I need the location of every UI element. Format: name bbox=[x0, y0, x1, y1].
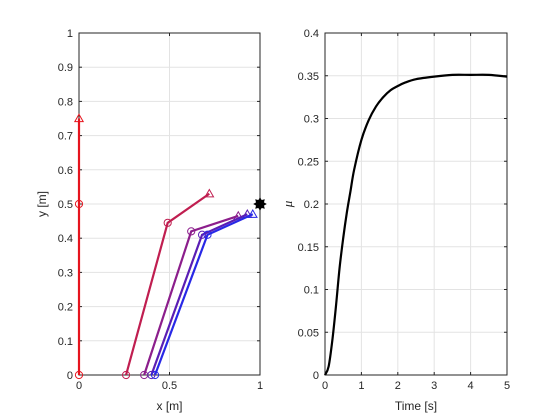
arm-link-line bbox=[150, 213, 248, 376]
y-tick-label: 0.1 bbox=[304, 285, 319, 297]
y-tick-label: 1 bbox=[67, 28, 73, 40]
arm-link-line bbox=[143, 214, 239, 376]
y-tick-label: 0.3 bbox=[58, 267, 73, 279]
x-axis-label: Time [s] bbox=[395, 399, 437, 413]
x-tick-label: 4 bbox=[468, 380, 474, 392]
y-tick-label: 0.8 bbox=[58, 96, 73, 108]
end-effector-marker bbox=[247, 209, 258, 218]
y-tick-label: 0.1 bbox=[58, 336, 73, 348]
base-joint-marker bbox=[74, 370, 84, 380]
mu-time-series-line bbox=[323, 73, 508, 376]
y-tick-label: 0.2 bbox=[58, 302, 73, 314]
x-tick-label: 0.5 bbox=[162, 380, 177, 392]
elbow-joint-marker bbox=[187, 227, 196, 236]
arm-configuration-5 bbox=[150, 209, 258, 380]
y-tick-label: 0.35 bbox=[298, 71, 319, 83]
x-tick-label: 2 bbox=[395, 380, 401, 392]
arm-configuration-2 bbox=[121, 188, 215, 380]
base-joint-marker bbox=[121, 370, 131, 380]
y-tick-label: 0.2 bbox=[304, 199, 319, 211]
y-tick-label: 0.4 bbox=[58, 233, 73, 245]
end-effector-marker bbox=[204, 188, 215, 198]
y-tick-label: 0.3 bbox=[304, 114, 319, 126]
base-joint-marker bbox=[150, 370, 160, 380]
elbow-joint-marker bbox=[197, 230, 207, 239]
y-tick-label: 0.05 bbox=[298, 327, 319, 339]
x-axis-label: x [m] bbox=[157, 399, 183, 413]
y-axis-label: y [m] bbox=[35, 191, 49, 217]
elbow-joint-marker bbox=[74, 199, 84, 209]
arm-link-line bbox=[124, 192, 210, 376]
y-tick-label: 0.5 bbox=[58, 199, 73, 211]
arm-link-line bbox=[153, 213, 254, 376]
x-tick-label: 1 bbox=[257, 380, 263, 392]
elbow-joint-marker bbox=[203, 230, 212, 239]
axes-box bbox=[324, 32, 508, 376]
y-tick-label: 0 bbox=[67, 370, 73, 382]
y-tick-label: 0 bbox=[313, 370, 319, 382]
axes-1: 0 0.5 1 0 0.1 0.2 0.3 0.4 0.5 0.6 0.7 0.8 0.9 1 x [m] y… bbox=[35, 28, 267, 413]
y-tick-label: 0.4 bbox=[304, 28, 319, 40]
x-tick-label: 1 bbox=[358, 380, 364, 392]
x-tick-label: 3 bbox=[431, 380, 437, 392]
x-tick-label: 0 bbox=[322, 380, 328, 392]
end-effector-marker bbox=[73, 113, 85, 123]
y-tick-label: 0.9 bbox=[58, 62, 73, 74]
y-tick-label: 0.6 bbox=[58, 165, 73, 177]
y-tick-label: 0.7 bbox=[58, 131, 73, 143]
target-point-marker bbox=[253, 197, 267, 211]
x-tick-label: 5 bbox=[504, 380, 510, 392]
elbow-joint-marker bbox=[163, 218, 172, 227]
axes-2: 0 1 2 3 4 5 0 0.05 0.1 0.15 0.2 0.25 0.3 0.35 0.4 Time … bbox=[280, 28, 510, 413]
base-joint-marker bbox=[147, 370, 156, 380]
arm-configuration-1 bbox=[73, 113, 85, 380]
y-tick-label: 0.25 bbox=[298, 156, 319, 168]
y-tick-label: 0.15 bbox=[298, 242, 319, 254]
x-tick-label: 0 bbox=[76, 380, 82, 392]
y-axis-label: μ bbox=[280, 200, 295, 208]
